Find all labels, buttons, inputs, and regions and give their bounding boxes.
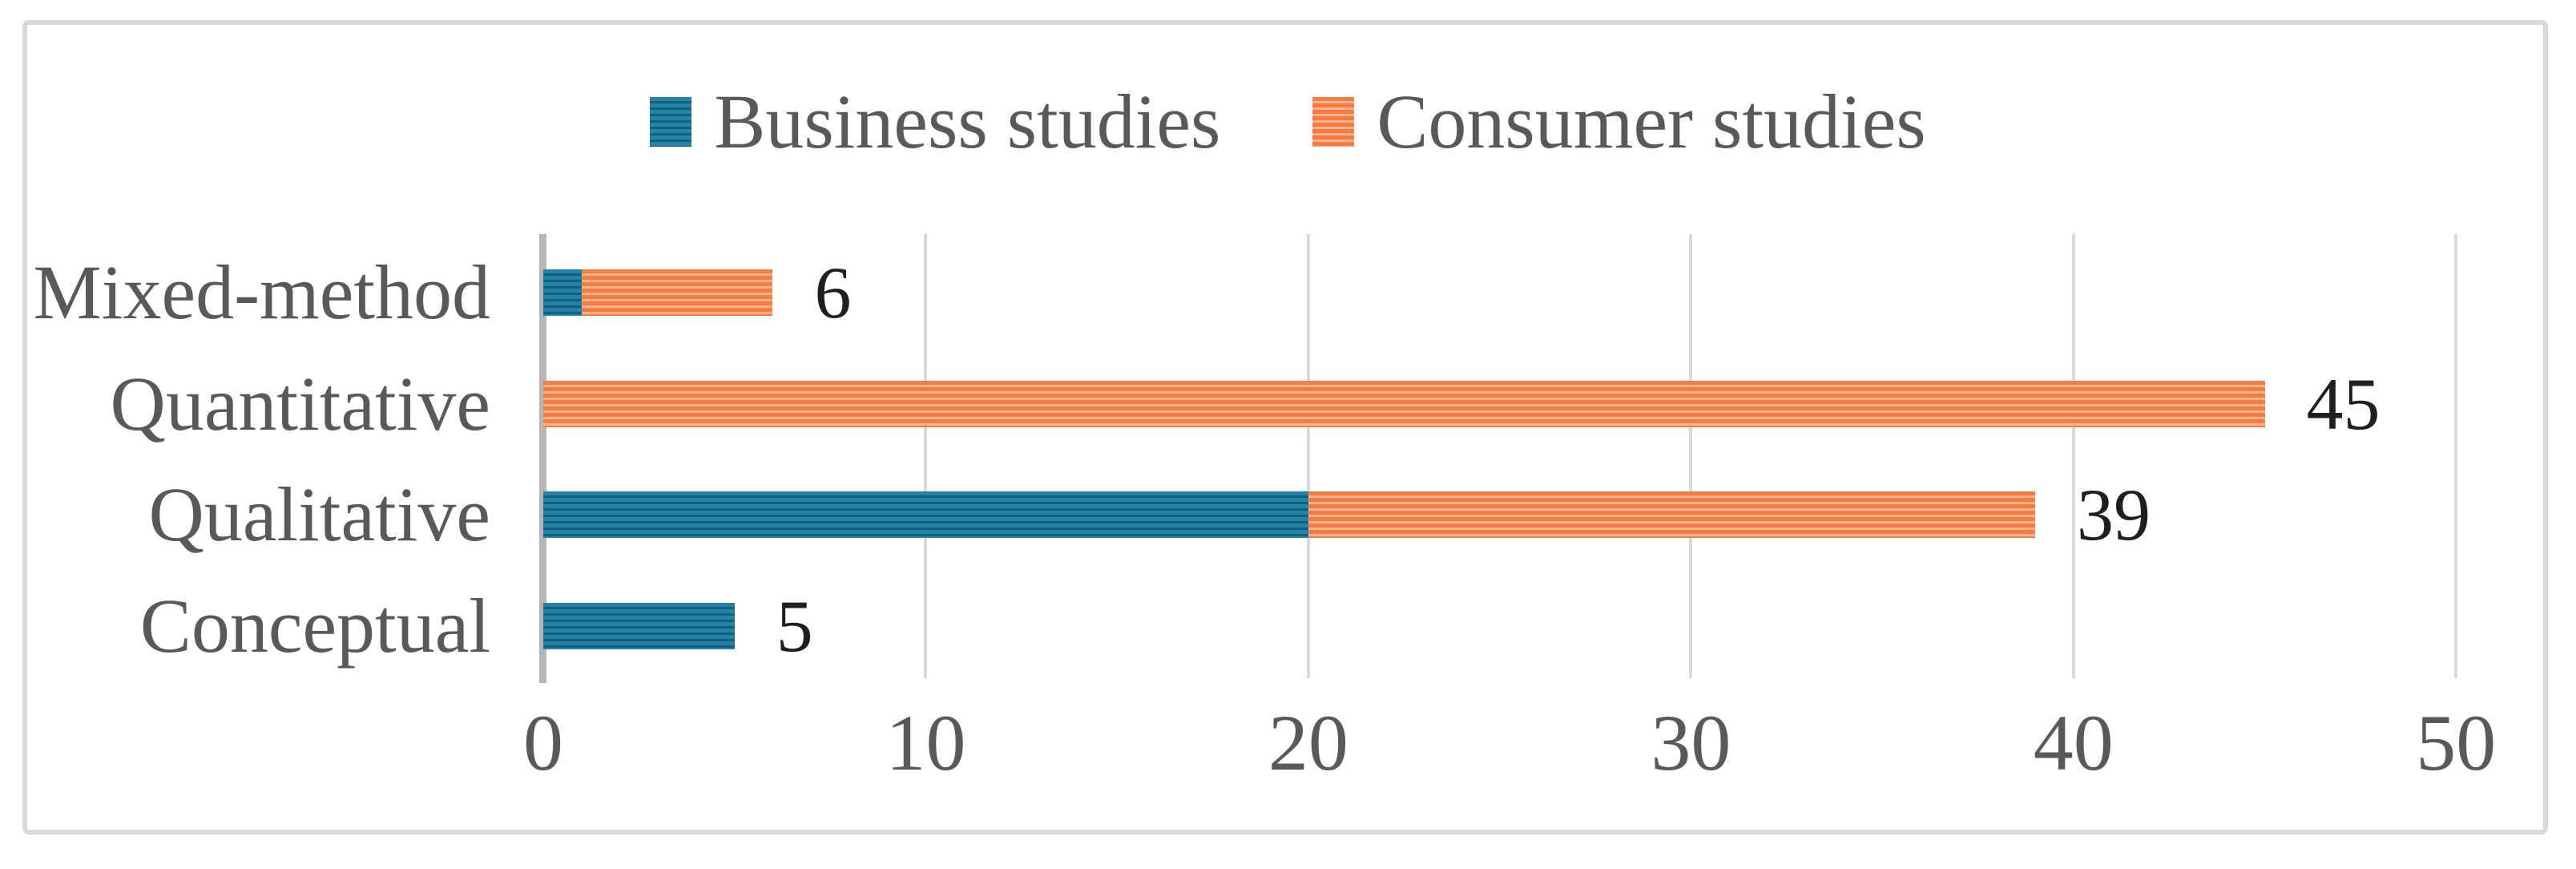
legend-item-business: Business studies xyxy=(650,83,1220,160)
x-tick-label-40: 40 xyxy=(2033,698,2114,787)
y-axis-line xyxy=(539,234,546,683)
x-tick-label-20: 20 xyxy=(1268,698,1348,787)
bar-segment-consumer-0 xyxy=(581,269,773,317)
legend-label-consumer: Consumer studies xyxy=(1377,79,1926,164)
legend-swatch-consumer-icon xyxy=(1312,97,1355,147)
x-tick-label-30: 30 xyxy=(1651,698,1731,787)
x-tick-label-0: 0 xyxy=(523,698,563,787)
x-tick-label-10: 10 xyxy=(885,698,966,787)
gridline-30 xyxy=(1689,234,1693,678)
legend-swatch-business-icon xyxy=(650,97,692,147)
bar-segment-business-0 xyxy=(543,269,582,317)
chart-frame xyxy=(22,20,2548,835)
category-label-3: Conceptual xyxy=(139,582,490,669)
bar-total-label-0: 6 xyxy=(814,252,852,334)
chart-legend: Business studies Consumer studies xyxy=(0,74,2576,170)
legend-label-business: Business studies xyxy=(714,79,1221,164)
bar-total-label-3: 5 xyxy=(776,584,813,667)
gridline-50 xyxy=(2454,234,2458,678)
bar-total-label-1: 45 xyxy=(2306,362,2380,445)
bar-segment-business-2 xyxy=(543,491,1308,539)
legend-item-consumer: Consumer studies xyxy=(1312,79,1926,164)
gridline-10 xyxy=(924,234,928,678)
bar-segment-business-3 xyxy=(543,602,735,649)
bar-segment-consumer-2 xyxy=(1308,491,2036,539)
gridline-40 xyxy=(2071,234,2075,678)
category-label-0: Mixed-method xyxy=(33,249,490,336)
gridline-20 xyxy=(1306,234,1310,678)
bar-total-label-2: 39 xyxy=(2077,474,2151,556)
category-label-1: Quantitative xyxy=(110,360,490,447)
category-label-2: Qualitative xyxy=(148,471,490,558)
x-tick-label-50: 50 xyxy=(2416,698,2497,787)
bar-segment-consumer-1 xyxy=(543,380,2265,427)
